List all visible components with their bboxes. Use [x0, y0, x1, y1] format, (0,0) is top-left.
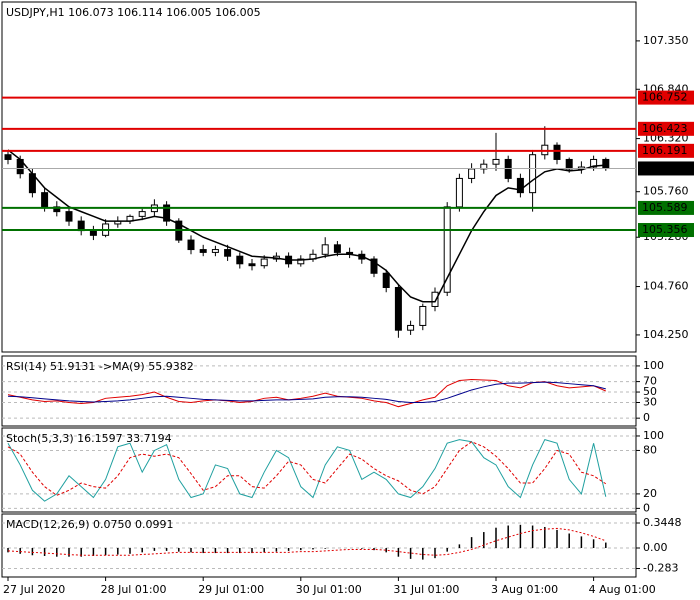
y-tick-label: -0.283	[643, 562, 678, 575]
y-tick-label: 0	[643, 411, 650, 424]
y-tick-label: 0.00	[643, 541, 668, 554]
panel-title: Stoch(5,3,3) 16.1597 33.7194	[6, 432, 172, 445]
candle-body	[236, 255, 244, 265]
candle-body	[321, 244, 329, 255]
candle-body	[163, 204, 171, 222]
candle-body	[455, 177, 463, 208]
candle-body	[224, 249, 232, 257]
x-tick-label: 30 Jul 01:00	[296, 583, 362, 596]
level-label-box	[638, 143, 694, 158]
candle-body	[553, 144, 561, 160]
y-tick-label: 80	[643, 443, 657, 456]
level-label-box	[638, 223, 694, 238]
candle-body	[65, 211, 73, 222]
x-tick-label: 31 Jul 01:00	[393, 583, 459, 596]
moving-average	[7, 149, 606, 303]
candle-body	[431, 291, 439, 307]
level-label: 105.589	[642, 201, 688, 214]
panel-frame	[1, 355, 637, 427]
x-tick-label: 28 Jul 01:00	[101, 583, 167, 596]
x-tick-label: 4 Aug 01:00	[589, 583, 656, 596]
candle-body	[492, 158, 500, 165]
y-tick-label: 104.760	[643, 280, 689, 293]
candle-body	[419, 305, 427, 326]
candle-body	[370, 258, 378, 274]
y-tick-label: 100	[643, 359, 664, 372]
candle-body	[297, 258, 305, 265]
candle-body	[138, 211, 146, 217]
level-label-box	[638, 90, 694, 105]
candle-body	[333, 244, 341, 253]
level-label-box	[638, 200, 694, 215]
panel-title: MACD(12,26,9) 0.0750 0.0991	[6, 518, 174, 531]
y-tick-label: 70	[643, 375, 657, 388]
panel-frame	[1, 513, 637, 578]
y-tick-label: 20	[643, 487, 657, 500]
candle-body	[211, 249, 219, 253]
x-tick-label: 29 Jul 01:00	[198, 583, 264, 596]
y-tick-label: 105.760	[643, 185, 689, 198]
candle-body	[248, 263, 256, 267]
y-tick-label: 0	[643, 501, 650, 514]
signal-line	[7, 527, 606, 556]
level-label: 106.752	[642, 91, 688, 104]
level-label: 106.423	[642, 122, 688, 135]
candle-body	[260, 258, 268, 267]
candle-body	[590, 158, 598, 168]
candle-body	[565, 158, 573, 170]
panel-frame	[1, 427, 637, 513]
candle-body	[529, 154, 537, 194]
candle-body	[4, 154, 12, 160]
candle-body	[41, 192, 49, 208]
y-tick-label: 107.350	[643, 34, 689, 47]
candle-body	[394, 287, 402, 331]
candle-body	[199, 249, 207, 253]
level-label-box	[638, 121, 694, 136]
candle-body	[89, 230, 97, 236]
current-price-label: 106.005	[642, 161, 688, 174]
current-price-box	[638, 161, 694, 176]
x-tick-label: 27 Jul 2020	[3, 583, 65, 596]
x-tick-label: 3 Aug 01:00	[491, 583, 558, 596]
panel-frame	[1, 1, 637, 353]
indicator-line	[7, 441, 607, 496]
y-tick-label: 100	[643, 429, 664, 442]
candle-body	[382, 272, 390, 289]
candle-body	[443, 206, 451, 293]
candle-body	[468, 168, 476, 179]
y-tick-label: 50	[643, 385, 657, 398]
indicator-line	[7, 381, 606, 403]
indicator-line	[7, 379, 606, 408]
level-label: 106.191	[642, 144, 688, 157]
indicator-line	[7, 438, 607, 502]
candle-body	[187, 239, 195, 251]
candle-body	[53, 206, 61, 213]
y-tick-label: 104.250	[643, 328, 689, 341]
candle-body	[516, 177, 524, 194]
candle-body	[602, 158, 610, 169]
y-tick-label: 30	[643, 395, 657, 408]
panel-title: USDJPY,H1 106.073 106.114 106.005 106.00…	[6, 6, 261, 19]
panel-title: RSI(14) 51.9131 ->MA(9) 55.9382	[6, 360, 194, 373]
level-label: 105.356	[642, 223, 688, 236]
candle-body	[407, 324, 415, 331]
y-tick-label: 0.3448	[643, 516, 682, 529]
